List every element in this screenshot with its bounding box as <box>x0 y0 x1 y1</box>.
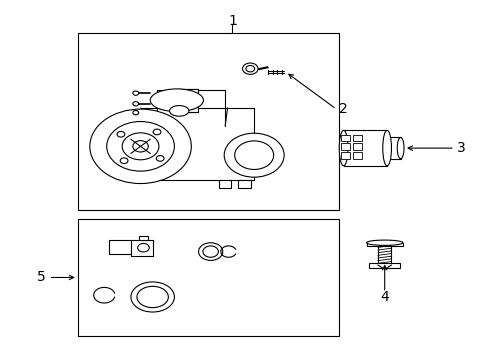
Circle shape <box>133 141 148 152</box>
Bar <box>341 144 349 150</box>
Bar <box>238 180 250 188</box>
Circle shape <box>117 131 124 137</box>
Ellipse shape <box>366 240 402 246</box>
Circle shape <box>120 158 128 163</box>
Bar <box>219 180 231 188</box>
Ellipse shape <box>198 243 223 260</box>
Circle shape <box>90 109 191 184</box>
Bar <box>109 239 132 255</box>
Circle shape <box>153 129 161 135</box>
Ellipse shape <box>382 130 391 166</box>
Circle shape <box>133 91 138 95</box>
Bar <box>177 89 198 112</box>
Bar <box>78 219 338 336</box>
Bar <box>341 135 349 141</box>
Text: 1: 1 <box>227 14 236 27</box>
Ellipse shape <box>150 89 203 112</box>
Circle shape <box>122 133 159 160</box>
Text: 2: 2 <box>338 102 347 116</box>
Bar <box>386 138 400 159</box>
Circle shape <box>106 122 174 171</box>
Circle shape <box>242 63 258 75</box>
Bar <box>352 144 361 150</box>
Text: 3: 3 <box>456 141 465 155</box>
Circle shape <box>138 243 149 252</box>
Circle shape <box>224 133 284 177</box>
Circle shape <box>245 66 254 72</box>
Bar <box>341 152 349 159</box>
Text: 4: 4 <box>380 290 388 304</box>
Text: 5: 5 <box>37 270 46 284</box>
Bar <box>352 152 361 159</box>
Circle shape <box>234 141 273 170</box>
Ellipse shape <box>203 246 218 257</box>
Ellipse shape <box>396 138 403 159</box>
Bar <box>368 263 399 268</box>
Circle shape <box>133 102 138 106</box>
Ellipse shape <box>169 105 188 116</box>
Ellipse shape <box>137 286 168 307</box>
Bar <box>78 33 338 210</box>
Bar <box>343 130 386 166</box>
Ellipse shape <box>339 130 347 166</box>
Bar <box>139 236 147 240</box>
Circle shape <box>133 111 138 115</box>
Circle shape <box>156 156 163 161</box>
Bar <box>352 135 361 141</box>
Bar <box>131 240 152 256</box>
Ellipse shape <box>131 282 174 312</box>
